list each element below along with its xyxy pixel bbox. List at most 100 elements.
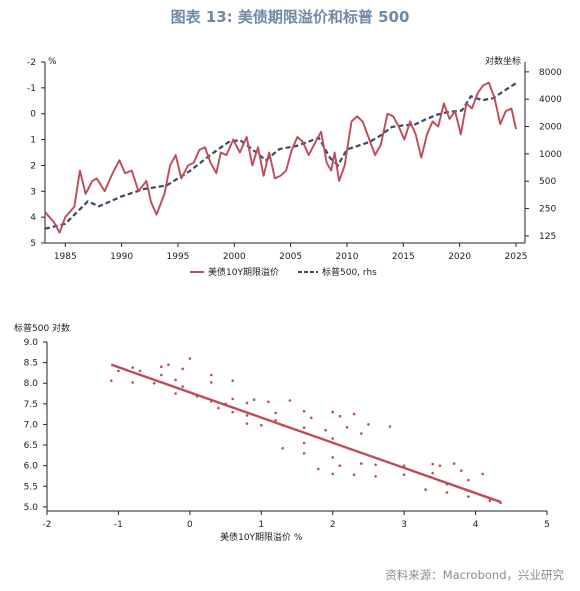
series-term-premium-line bbox=[44, 81, 517, 234]
scatter-point bbox=[374, 463, 377, 467]
scatter-point bbox=[288, 399, 292, 402]
left-tick-label: -1 bbox=[27, 84, 36, 94]
right-tick-label: 1000 bbox=[539, 150, 562, 160]
scatter-point bbox=[267, 400, 270, 404]
scatter-point bbox=[245, 422, 249, 425]
scatter-point bbox=[117, 369, 120, 373]
scatter-point bbox=[402, 473, 406, 477]
scatter-point bbox=[352, 412, 356, 416]
x-tick-label: 5 bbox=[544, 520, 550, 530]
left-tick-label: -2 bbox=[27, 58, 36, 68]
legend-label-sp500: 标普500, rhs bbox=[322, 266, 377, 278]
scatter-point bbox=[302, 441, 306, 445]
y-tick-label: 8.0 bbox=[24, 379, 39, 389]
right-tick-label: 8000 bbox=[539, 68, 562, 78]
right-tick-label: 125 bbox=[539, 232, 556, 242]
scatter-point bbox=[167, 363, 170, 367]
scatter-point bbox=[431, 471, 435, 475]
scatter-point bbox=[431, 462, 435, 466]
scatter-point bbox=[274, 411, 277, 415]
x-tick-label: 4 bbox=[473, 520, 479, 530]
scatter-point bbox=[181, 385, 184, 388]
scatter-point bbox=[481, 472, 485, 476]
left-tick-label: 3 bbox=[30, 187, 36, 197]
scatter-point bbox=[274, 419, 277, 422]
scatter-point bbox=[424, 488, 427, 491]
y-tick-label: 9.0 bbox=[24, 338, 39, 348]
right-tick-label: 2000 bbox=[539, 123, 562, 133]
right-tick-label: 500 bbox=[539, 177, 556, 187]
scatter-point bbox=[252, 398, 256, 402]
scatter-point bbox=[499, 501, 502, 505]
left-tick-label: 5 bbox=[30, 239, 36, 249]
scatter-point bbox=[374, 475, 377, 478]
scatter-point bbox=[388, 425, 392, 428]
left-axis-unit: % bbox=[48, 57, 57, 67]
scatter-point bbox=[138, 369, 142, 373]
scatter-point bbox=[302, 426, 306, 430]
x-tick-label: 1 bbox=[258, 520, 264, 530]
scatter-point bbox=[174, 392, 177, 395]
right-tick-label: 250 bbox=[539, 205, 556, 215]
x-tick-label: 1990 bbox=[110, 252, 133, 262]
scatter-point bbox=[224, 402, 227, 406]
line-chart: -2 -1 0 1 2 3 4 5% 125 250 500 1000 2000 4000 8000 对数坐标… bbox=[27, 55, 562, 278]
right-tick-label: 4000 bbox=[539, 95, 562, 105]
scatter-point bbox=[231, 410, 234, 414]
x-tick-label: 3 bbox=[401, 520, 407, 530]
scatter-point bbox=[445, 482, 449, 486]
scatter-point bbox=[452, 462, 456, 465]
x-tick-label: 2005 bbox=[279, 252, 302, 262]
scatter-point bbox=[210, 373, 213, 377]
scatter-point bbox=[460, 469, 463, 472]
y-tick-label: 5.5 bbox=[24, 482, 38, 492]
x-tick-label: 2 bbox=[330, 520, 336, 530]
scatter-point bbox=[331, 472, 335, 476]
scatter-point bbox=[260, 424, 263, 427]
scatter-point bbox=[174, 378, 177, 382]
scatter-point bbox=[488, 499, 492, 503]
x-tick-label: 1995 bbox=[167, 252, 190, 262]
scatter-point bbox=[195, 395, 199, 398]
scatter-point bbox=[231, 379, 234, 383]
scatter-point bbox=[302, 409, 306, 413]
scatter-point bbox=[360, 462, 363, 465]
scatter-point bbox=[367, 423, 370, 426]
scatter-point bbox=[352, 473, 356, 477]
scatter-point bbox=[131, 381, 134, 384]
x-axis-title: 美债10Y期限溢价 % bbox=[220, 531, 303, 543]
scatter-point bbox=[324, 428, 327, 432]
scatter-point bbox=[438, 464, 442, 468]
x-tick-label: -1 bbox=[114, 520, 123, 530]
scatter-point bbox=[331, 437, 335, 440]
figure-title: 图表 13: 美债期限溢价和标普 500 bbox=[170, 8, 410, 26]
y-tick-label: 8.5 bbox=[24, 359, 38, 369]
scatter-point bbox=[467, 495, 470, 498]
x-tick-label: 2025 bbox=[505, 252, 528, 262]
scatter-point bbox=[281, 447, 285, 450]
scatter-point bbox=[231, 397, 234, 401]
scatter-point bbox=[181, 367, 184, 371]
x-tick-label: 0 bbox=[187, 520, 193, 530]
y-tick-label: 7.0 bbox=[24, 420, 39, 430]
x-tick-label: 2015 bbox=[392, 252, 415, 262]
scatter-point bbox=[302, 452, 306, 455]
scatter-point bbox=[217, 406, 220, 410]
scatter-point bbox=[245, 401, 249, 405]
source-note: 资料来源：Macrobond，兴业研究 bbox=[385, 568, 564, 582]
scatter-point bbox=[210, 381, 213, 384]
scatter-point bbox=[281, 424, 285, 427]
series-sp500-line bbox=[44, 82, 517, 230]
x-tick-label: 2000 bbox=[223, 252, 246, 262]
right-axis-title: 对数坐标 bbox=[485, 55, 521, 67]
scatter-point bbox=[160, 365, 163, 369]
scatter-point bbox=[331, 410, 335, 414]
scatter-point bbox=[467, 478, 470, 482]
x-tick-label: 2010 bbox=[336, 252, 359, 262]
y-axis-title: 标普500 对数 bbox=[14, 322, 70, 334]
trend-line bbox=[110, 363, 501, 504]
scatter-point bbox=[317, 467, 320, 471]
left-tick-label: 0 bbox=[30, 110, 36, 120]
scatter-point bbox=[338, 464, 342, 468]
scatter-point bbox=[188, 357, 192, 360]
